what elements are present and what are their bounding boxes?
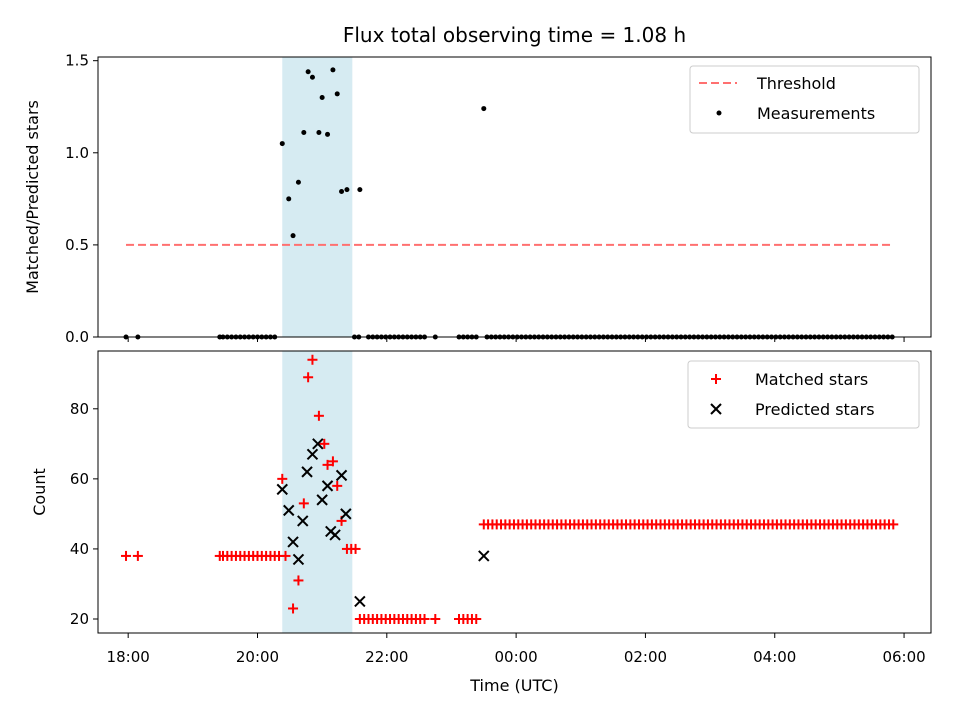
top-axes-frame: [97, 56, 932, 338]
bottom-y-axis-label: Count: [30, 468, 49, 516]
predicted-star-point: [329, 529, 341, 541]
matched-star-point: [293, 575, 304, 586]
bottom-axes-frame: [97, 350, 932, 634]
x-tick-label: 06:00: [882, 648, 925, 666]
matched-star-point: [313, 410, 324, 421]
bottom-y-tick-label: 40: [70, 540, 89, 558]
matched-star-point: [430, 613, 441, 624]
legend-predicted-swatch: [710, 403, 722, 415]
measurement-point: [339, 188, 345, 194]
legend-matched-swatch: [711, 374, 721, 384]
measurement-point: [481, 106, 487, 112]
matched-star-point: [419, 613, 430, 624]
measurement-point: [325, 131, 331, 137]
x-tick-label: 02:00: [624, 648, 667, 666]
predicted-star-point: [306, 448, 319, 461]
predicted-star-point: [335, 469, 348, 482]
chart-title: Flux total observing time = 1.08 h: [343, 23, 686, 47]
bottom-x-ticks: 18:00 20:00 22:00 00:00 02:00 04:00 06:00: [107, 633, 926, 666]
measurement-point: [279, 141, 285, 147]
measurement-point: [319, 95, 325, 101]
bottom-shaded-span: [282, 351, 353, 633]
predicted-star-point: [340, 508, 352, 520]
measurement-point: [330, 67, 336, 73]
bottom-y-tick-label: 80: [70, 400, 89, 418]
matched-star-point: [121, 550, 132, 561]
measurement-point: [301, 130, 307, 136]
measurement-point: [344, 187, 350, 193]
top-y-tick-label: 1.0: [65, 144, 89, 162]
top-panel: 0.0 0.5 1.0 1.5 Flux total observing time =…: [23, 23, 932, 346]
predicted-star-point: [478, 550, 490, 562]
measurement-point: [286, 196, 292, 202]
matched-star-point: [319, 438, 330, 449]
x-tick-label: 18:00: [107, 648, 150, 666]
legend-measurements-swatch: [716, 110, 722, 116]
bottom-y-ticks: 20 40 60 80: [70, 400, 98, 628]
bottom-legend-box: [687, 360, 920, 429]
top-y-tick-label: 0.5: [65, 236, 89, 254]
measurement-point: [295, 179, 301, 185]
measurement-point: [309, 74, 315, 80]
bottom-panel: 20 40 60 80 18:00 20:00 22:00 00:00 02:00 04:00 0…: [30, 350, 932, 695]
measurement-point: [334, 91, 340, 97]
matched-star-point: [327, 456, 338, 467]
predicted-star-point: [321, 480, 334, 492]
matched-star-point: [277, 473, 288, 484]
x-tick-label: 00:00: [494, 648, 537, 666]
measurement-point: [316, 130, 322, 136]
matched-star-point: [288, 603, 299, 614]
matched-star-point: [888, 519, 899, 530]
predicted-star-point: [354, 595, 366, 608]
matched-star-point: [471, 613, 482, 624]
matched-star-point: [332, 480, 343, 491]
matched-star-point: [350, 543, 361, 554]
matched-star-point: [132, 550, 143, 561]
predicted-star-point: [283, 504, 295, 517]
bottom-y-tick-label: 60: [70, 470, 89, 488]
predicted-star-point: [297, 515, 309, 527]
predicted-star-point: [301, 466, 313, 478]
predicted-star-point: [292, 553, 305, 566]
x-axis-label: Time (UTC): [469, 676, 558, 695]
predicted-star-point: [276, 483, 288, 496]
predicted-star-point: [312, 438, 324, 450]
predicted-star-point: [287, 536, 299, 548]
matched-star-point: [322, 459, 333, 470]
bottom-y-tick-label: 20: [70, 610, 89, 628]
top-legend: Threshold Measurements: [689, 65, 920, 134]
top-y-axis-label: Matched/Predicted stars: [23, 100, 42, 294]
measurement-point: [290, 233, 296, 239]
top-shaded-span: [282, 57, 353, 337]
matched-star-points: [121, 354, 899, 624]
x-tick-label: 20:00: [236, 648, 279, 666]
legend-threshold-label: Threshold: [756, 74, 836, 93]
measurement-point: [357, 187, 363, 193]
top-y-ticks: 0.0 0.5 1.0 1.5: [65, 52, 98, 346]
top-legend-box: [689, 65, 920, 134]
x-tick-label: 04:00: [753, 648, 796, 666]
matched-star-point: [280, 550, 291, 561]
x-tick-label: 22:00: [365, 648, 408, 666]
legend-matched-label: Matched stars: [755, 370, 868, 389]
measurement-point: [305, 69, 311, 75]
top-y-tick-label: 0.0: [65, 328, 89, 346]
top-y-tick-label: 1.5: [65, 52, 89, 70]
bottom-legend: Matched stars Predicted stars: [687, 360, 920, 429]
predicted-star-point: [316, 494, 328, 506]
legend-predicted-label: Predicted stars: [755, 400, 875, 419]
matched-star-point: [303, 372, 314, 383]
matched-star-point: [307, 354, 318, 365]
matched-star-point: [298, 498, 309, 509]
predicted-star-points: [276, 438, 490, 608]
legend-measurements-label: Measurements: [757, 104, 875, 123]
